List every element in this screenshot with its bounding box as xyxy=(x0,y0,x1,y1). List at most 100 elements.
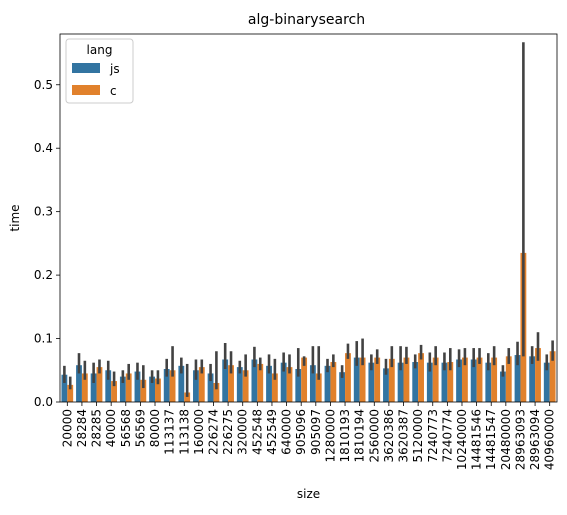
bar-c xyxy=(315,373,322,402)
bar-c xyxy=(228,365,234,402)
bar-js xyxy=(412,362,419,402)
x-tick-label: 1280000 xyxy=(323,409,337,462)
bar-c xyxy=(374,357,381,402)
chart-title: alg-binarysearch xyxy=(248,12,365,28)
bar-c xyxy=(476,357,483,402)
x-tick-label: 3620386 xyxy=(382,409,396,462)
bar-js xyxy=(149,376,156,402)
legend-title: lang xyxy=(87,43,113,57)
bar-js xyxy=(470,359,477,402)
x-tick-label: 56568 xyxy=(119,409,133,447)
bar-js xyxy=(499,371,506,402)
y-tick-label: 0.5 xyxy=(34,78,53,92)
x-tick-label: 5120000 xyxy=(411,409,425,462)
bar-js xyxy=(207,373,214,402)
bar-c xyxy=(301,357,308,402)
bar-js xyxy=(295,369,302,402)
y-tick-label: 0.2 xyxy=(34,268,53,282)
x-tick-label: 28963094 xyxy=(528,409,542,470)
legend-label-js: js xyxy=(109,62,120,76)
bar-js xyxy=(339,372,346,402)
bar-js xyxy=(61,374,68,402)
bar-c xyxy=(286,367,293,402)
y-tick-label: 0.4 xyxy=(34,141,53,155)
bar-c xyxy=(257,363,264,402)
x-tick-label: 320000 xyxy=(236,409,250,455)
x-tick-label: 226274 xyxy=(206,409,220,455)
bar-c xyxy=(359,357,366,402)
x-tick-label: 80000 xyxy=(148,409,162,447)
bar-c xyxy=(242,370,249,402)
bar-js xyxy=(485,362,492,402)
x-tick-label: 7240773 xyxy=(426,409,440,462)
x-tick-label: 40960000 xyxy=(543,409,557,470)
x-tick-label: 113138 xyxy=(177,409,191,455)
bar-js xyxy=(280,362,287,402)
bar-js xyxy=(251,359,258,402)
bar-c xyxy=(388,358,395,402)
legend-label-c: c xyxy=(110,84,117,98)
bar-js xyxy=(324,365,331,402)
bar-c xyxy=(447,362,454,402)
x-tick-label: 452549 xyxy=(265,409,279,455)
x-tick-label: 14481547 xyxy=(484,409,498,470)
x-tick-label: 160000 xyxy=(192,409,206,455)
x-tick-label: 20480000 xyxy=(499,409,513,470)
bar-c xyxy=(125,373,132,402)
bar-c xyxy=(505,356,512,402)
y-axis-label: time xyxy=(8,204,22,231)
x-tick-label: 113137 xyxy=(163,409,177,455)
bar-js xyxy=(119,376,126,402)
bar-js xyxy=(134,371,141,402)
bar-c xyxy=(491,357,498,402)
bar-c xyxy=(271,373,278,402)
bar-c xyxy=(81,373,88,402)
plot-frame xyxy=(59,33,558,403)
bar-c xyxy=(155,378,161,402)
bar-js xyxy=(529,356,536,402)
bar-js xyxy=(456,359,462,402)
bar-js xyxy=(426,362,433,402)
bar-js xyxy=(105,370,112,402)
bar-js xyxy=(514,355,521,402)
bar-c xyxy=(330,362,337,402)
x-tick-label: 3620387 xyxy=(397,409,411,462)
x-tick-label: 2560000 xyxy=(367,409,381,462)
bar-js xyxy=(178,365,185,402)
x-tick-label: 640000 xyxy=(280,409,294,455)
x-tick-label: 28963093 xyxy=(513,409,527,470)
x-axis-label: size xyxy=(297,487,320,501)
bar-js xyxy=(309,365,316,402)
bar-c xyxy=(535,348,541,402)
bar-c xyxy=(418,353,424,402)
bar-c xyxy=(345,353,351,402)
x-tick-label: 28284 xyxy=(75,409,89,447)
bars-layer xyxy=(61,252,556,402)
bar-c xyxy=(403,357,410,402)
x-tick-label: 20000 xyxy=(60,409,74,447)
legend: lang js c xyxy=(65,38,134,104)
x-tick-label: 56569 xyxy=(133,409,147,447)
bar-c xyxy=(549,351,556,402)
bar-js xyxy=(397,362,404,402)
x-tick-label: 10240000 xyxy=(455,409,469,470)
x-tick-label: 40000 xyxy=(104,409,118,447)
x-tick-label: 905097 xyxy=(309,409,323,455)
bar-c xyxy=(432,357,439,402)
legend-swatch-c xyxy=(72,85,100,95)
bar-js xyxy=(383,368,389,402)
x-tick-label: 226275 xyxy=(221,409,235,455)
bar-c xyxy=(67,384,74,402)
bar-js xyxy=(76,365,82,402)
bar-c xyxy=(169,370,176,402)
bar-js xyxy=(90,373,97,402)
x-tick-label: 1810193 xyxy=(338,409,352,462)
bar-js xyxy=(368,362,375,402)
bar-js xyxy=(266,365,272,402)
bar-js xyxy=(163,369,170,402)
bar-c xyxy=(184,392,191,402)
legend-swatch-js xyxy=(72,63,100,73)
